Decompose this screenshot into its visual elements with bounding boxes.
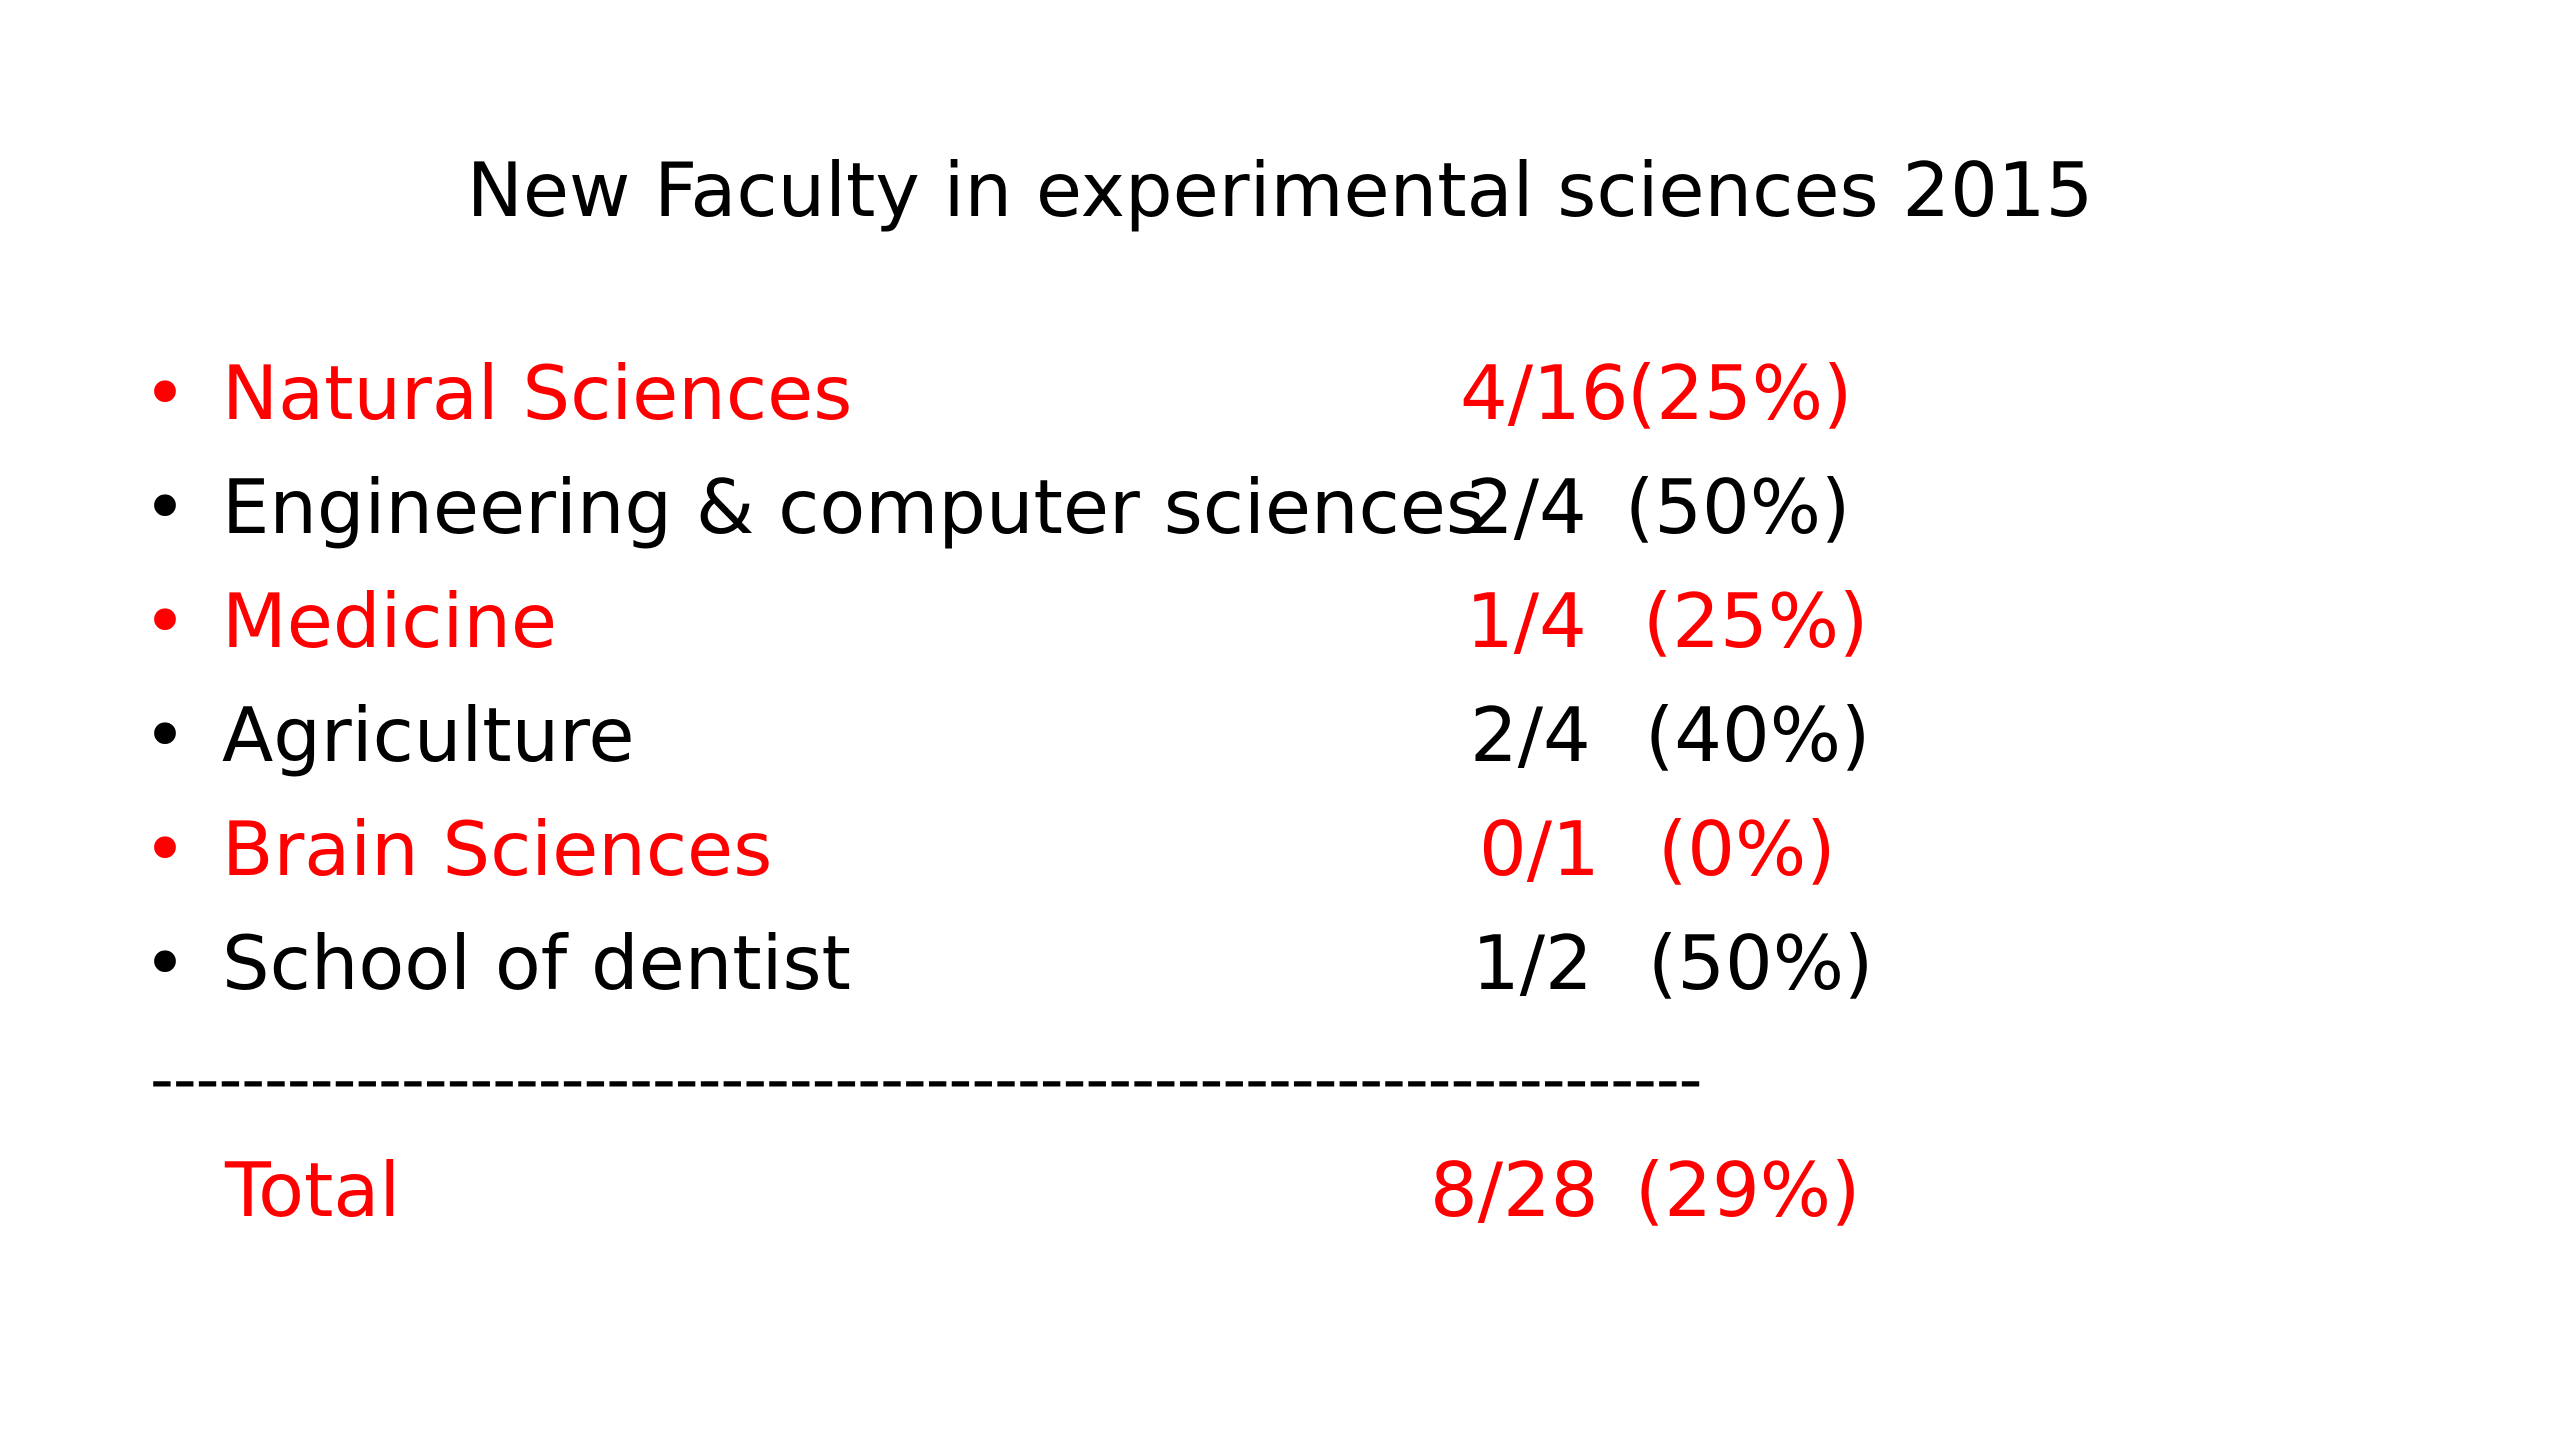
faculty-fraction: 1/2 bbox=[1472, 919, 1593, 1007]
bullet-icon: • bbox=[142, 919, 188, 1007]
total-row: Total 8/28 (29%) bbox=[0, 1135, 2560, 1245]
bullet-icon: • bbox=[142, 349, 188, 437]
faculty-percent: (25%) bbox=[1627, 349, 1853, 437]
faculty-percent: (50%) bbox=[1648, 919, 1874, 1007]
bullet-icon: • bbox=[142, 691, 188, 779]
faculty-percent: (50%) bbox=[1625, 463, 1851, 551]
list-item-medicine: • Medicine 1/4 (25%) bbox=[0, 566, 2560, 676]
bullet-icon: • bbox=[142, 805, 188, 893]
department-label: Medicine bbox=[222, 577, 558, 665]
department-label: Natural Sciences bbox=[222, 349, 853, 437]
separator-line: ----------------------------------------… bbox=[150, 1041, 1702, 1118]
list-item-brain-sciences: • Brain Sciences 0/1 (0%) bbox=[0, 794, 2560, 904]
department-label: School of dentist bbox=[222, 919, 851, 1007]
bullet-icon: • bbox=[142, 577, 188, 665]
faculty-fraction: 0/1 bbox=[1479, 805, 1600, 893]
list-item-natural-sciences: • Natural Sciences 4/16 (25%) bbox=[0, 338, 2560, 448]
slide-title: New Faculty in experimental sciences 201… bbox=[466, 146, 2094, 234]
faculty-fraction: 2/4 bbox=[1470, 691, 1591, 779]
list-item-agriculture: • Agriculture 2/4 (40%) bbox=[0, 680, 2560, 790]
total-label: Total bbox=[225, 1146, 401, 1234]
faculty-fraction: 4/16 bbox=[1460, 349, 1629, 437]
total-percent: (29%) bbox=[1635, 1146, 1861, 1234]
total-fraction: 8/28 bbox=[1430, 1146, 1599, 1234]
faculty-fraction: 1/4 bbox=[1466, 577, 1587, 665]
department-label: Brain Sciences bbox=[222, 805, 773, 893]
faculty-fraction: 2/4 bbox=[1466, 463, 1587, 551]
list-item-school-of-dentist: • School of dentist 1/2 (50%) bbox=[0, 908, 2560, 1018]
faculty-percent: (25%) bbox=[1643, 577, 1869, 665]
bullet-icon: • bbox=[142, 463, 188, 551]
list-item-engineering: • Engineering & computer sciences 2/4 (5… bbox=[0, 452, 2560, 562]
department-label: Agriculture bbox=[222, 691, 635, 779]
faculty-percent: (0%) bbox=[1658, 805, 1836, 893]
faculty-percent: (40%) bbox=[1645, 691, 1871, 779]
department-label: Engineering & computer sciences bbox=[222, 463, 1485, 551]
